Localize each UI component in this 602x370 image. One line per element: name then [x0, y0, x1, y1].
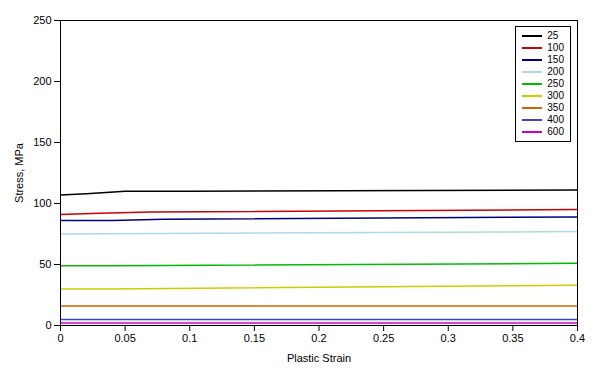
svg-text:0.35: 0.35 — [502, 332, 523, 344]
svg-text:0.05: 0.05 — [114, 332, 135, 344]
svg-text:50: 50 — [39, 258, 51, 270]
html-text:400: 400 — [547, 114, 564, 125]
svg-text:0.3: 0.3 — [441, 332, 456, 344]
html-text:250: 250 — [547, 78, 564, 89]
svg-text:250: 250 — [33, 14, 51, 26]
svg-text:Stress, MPa: Stress, MPa — [13, 142, 25, 203]
svg-text:150: 150 — [33, 136, 51, 148]
svg-text:0.2: 0.2 — [311, 332, 326, 344]
svg-text:200: 200 — [33, 75, 51, 87]
svg-text:0.4: 0.4 — [570, 332, 585, 344]
html-text:200: 200 — [547, 66, 564, 77]
html-text:600: 600 — [547, 126, 564, 137]
svg-text:0: 0 — [45, 319, 51, 331]
html-text:300: 300 — [547, 90, 564, 101]
svg-text:Plastic Strain: Plastic Strain — [287, 352, 351, 364]
svg-text:0.15: 0.15 — [244, 332, 265, 344]
html-text:100: 100 — [547, 42, 564, 53]
html-text:25: 25 — [547, 30, 559, 41]
svg-text:0: 0 — [57, 332, 63, 344]
html-text:150: 150 — [547, 54, 564, 65]
html-text:350: 350 — [547, 102, 564, 113]
svg-text:100: 100 — [33, 197, 51, 209]
svg-text:0.25: 0.25 — [373, 332, 394, 344]
svg-text:0.1: 0.1 — [182, 332, 197, 344]
